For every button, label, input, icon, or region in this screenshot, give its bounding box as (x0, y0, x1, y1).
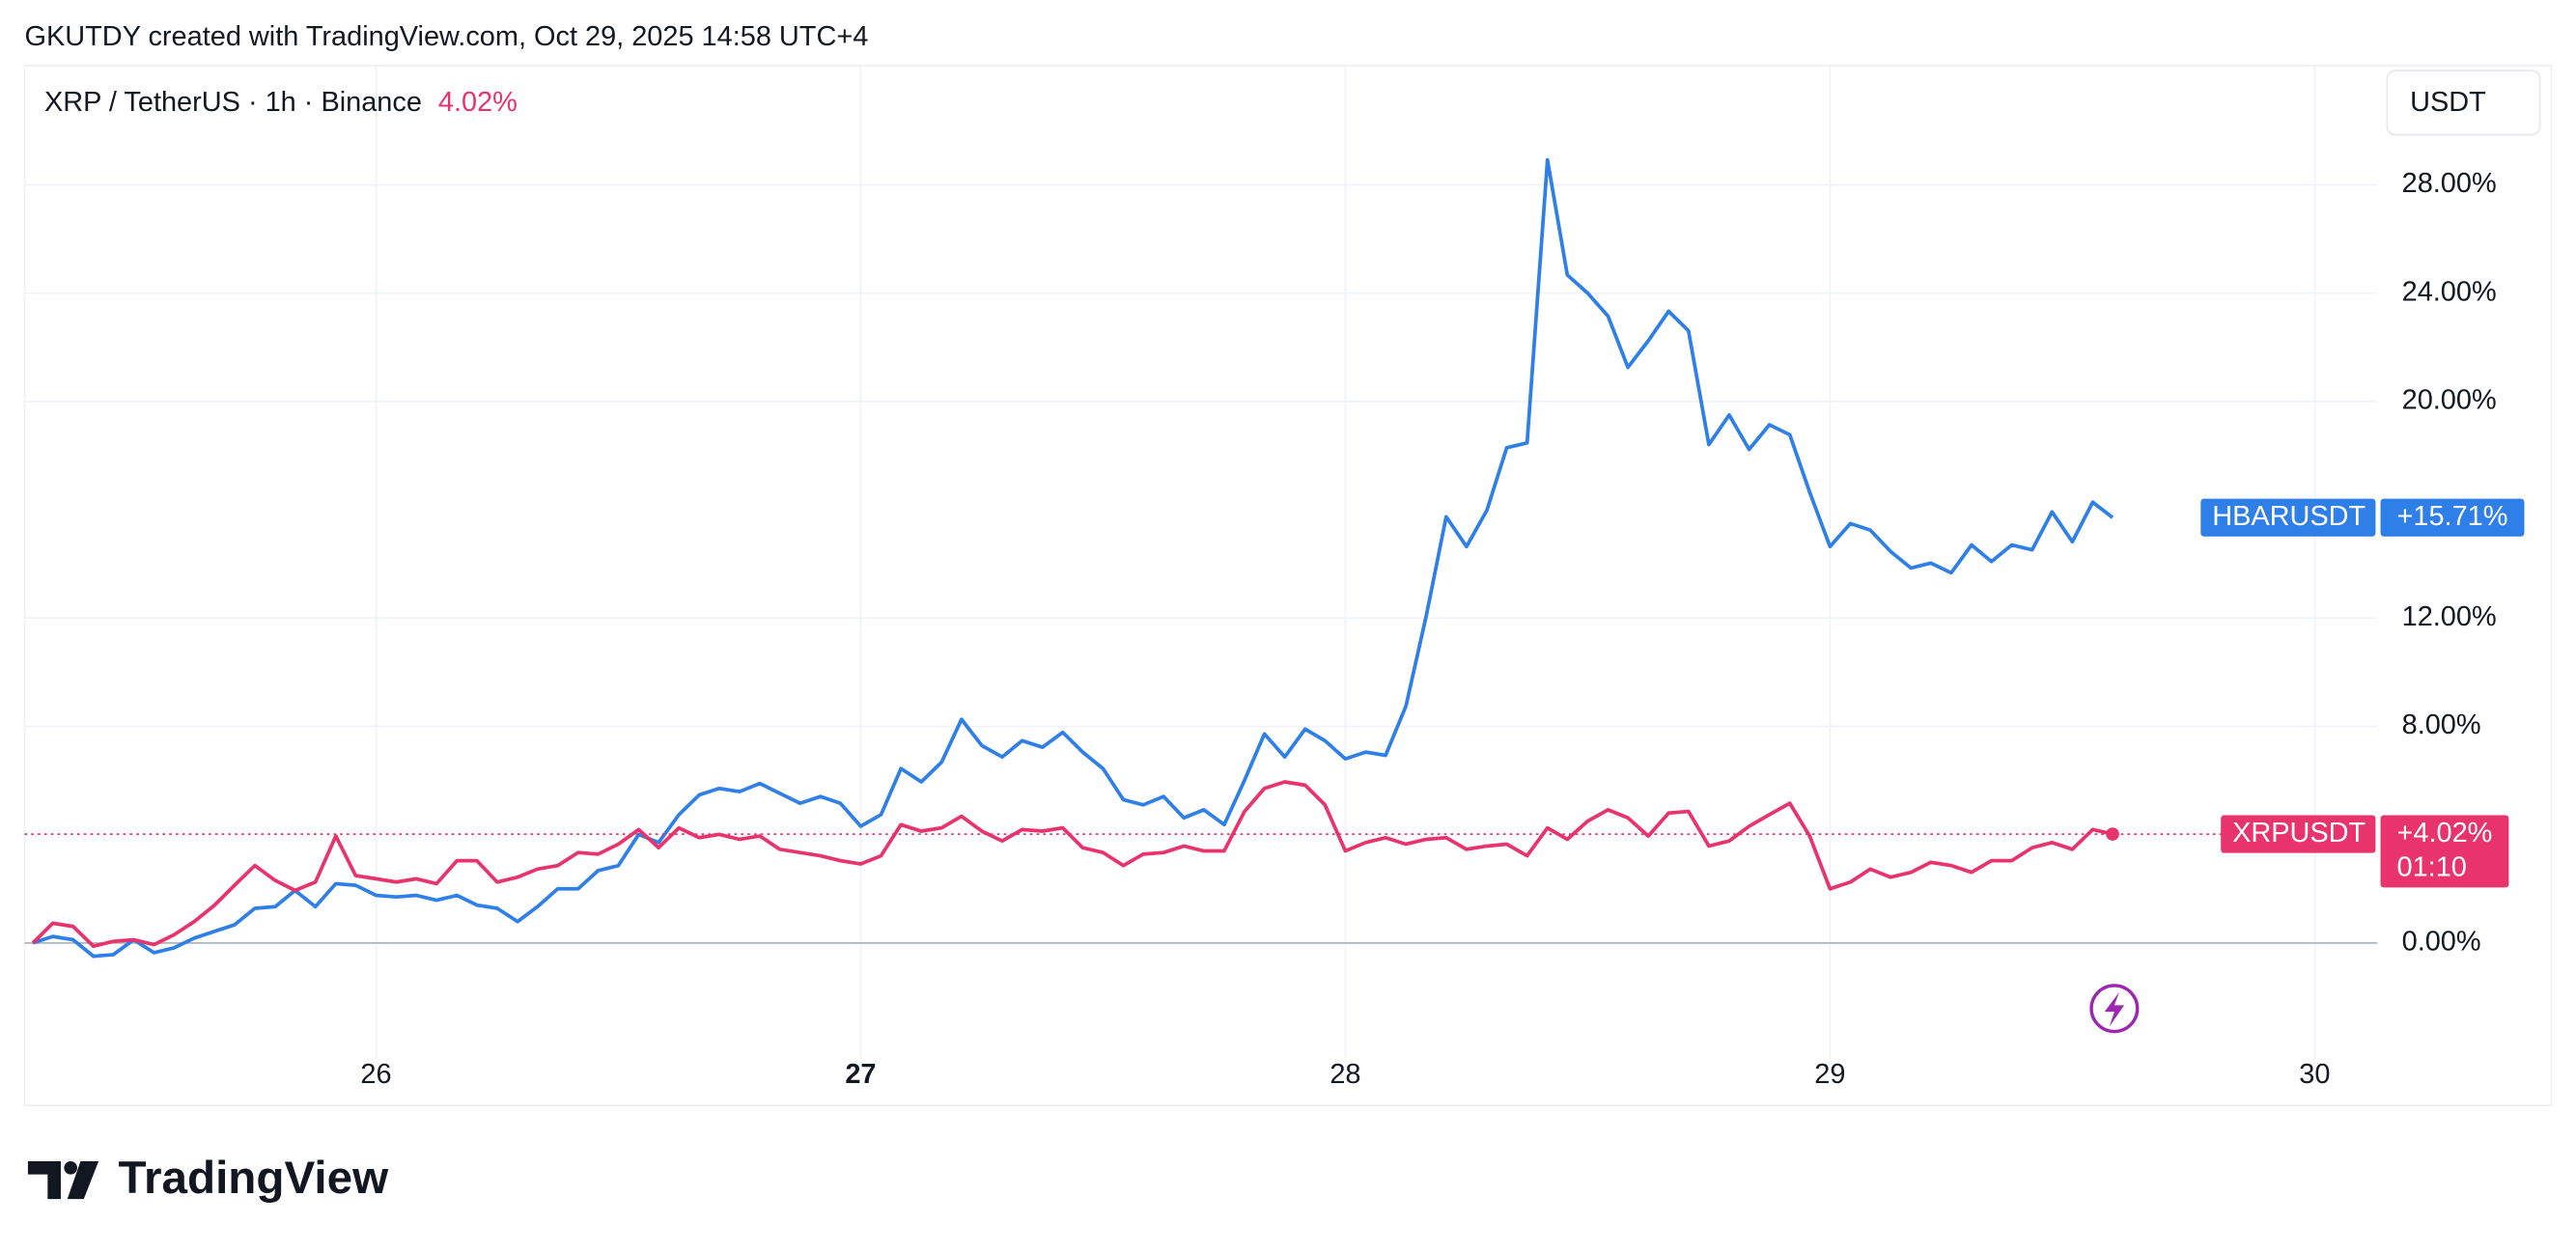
last-value-box (2380, 498, 2525, 537)
chart-title: XRP / TetherUS · 1h · Binance (44, 87, 422, 118)
series-line (31, 780, 2114, 949)
x-tick-label: 29 (1814, 1059, 1845, 1090)
y-tick-label: 20.00% (2402, 385, 2497, 416)
x-tick-label: 30 (2299, 1059, 2330, 1090)
title-change: 4.02% (438, 87, 518, 118)
header: GKUTDY created with TradingView.com, Oct… (25, 21, 869, 52)
legend: XRP / TetherUS · 1h · Binance 4.02% (44, 87, 518, 118)
x-tick-label: 28 (1330, 1059, 1360, 1090)
series-line (32, 157, 2114, 959)
y-tick-label: 24.00% (2402, 276, 2497, 307)
series-name-box (2200, 498, 2376, 537)
countdown: 01:10 (2397, 851, 2467, 882)
last-value-label: +15.71% (2397, 501, 2508, 532)
y-tick-label: 0.00% (2402, 927, 2481, 958)
logo-part (67, 1160, 99, 1200)
series-name-box (2221, 815, 2376, 853)
chart-frame (23, 65, 2553, 1106)
y-tick-label: 28.00% (2402, 168, 2497, 199)
series-name-label: HBARUSDT (2212, 501, 2366, 532)
logo-part (64, 1160, 77, 1175)
plot (24, 157, 2378, 959)
lightning-icon[interactable] (2089, 984, 2140, 1034)
last-point (2106, 827, 2119, 841)
y-tick-label: 12.00% (2402, 601, 2497, 632)
series-name-label: XRPUSDT (2232, 818, 2366, 849)
brand-logo (27, 1160, 99, 1200)
icon-bolt (2104, 991, 2125, 1027)
x-tick-label: 27 (845, 1059, 876, 1090)
x-tick-label: 26 (360, 1059, 391, 1090)
currency-box[interactable] (2386, 70, 2541, 136)
logo-part (27, 1160, 61, 1200)
currency[interactable]: USDT (2410, 87, 2486, 118)
brand: TradingView (119, 1153, 390, 1204)
last-value-label: +4.02% (2397, 818, 2493, 849)
last-value-box (2380, 815, 2509, 888)
grid (24, 66, 2378, 1060)
y-tick-label: 8.00% (2402, 709, 2481, 740)
